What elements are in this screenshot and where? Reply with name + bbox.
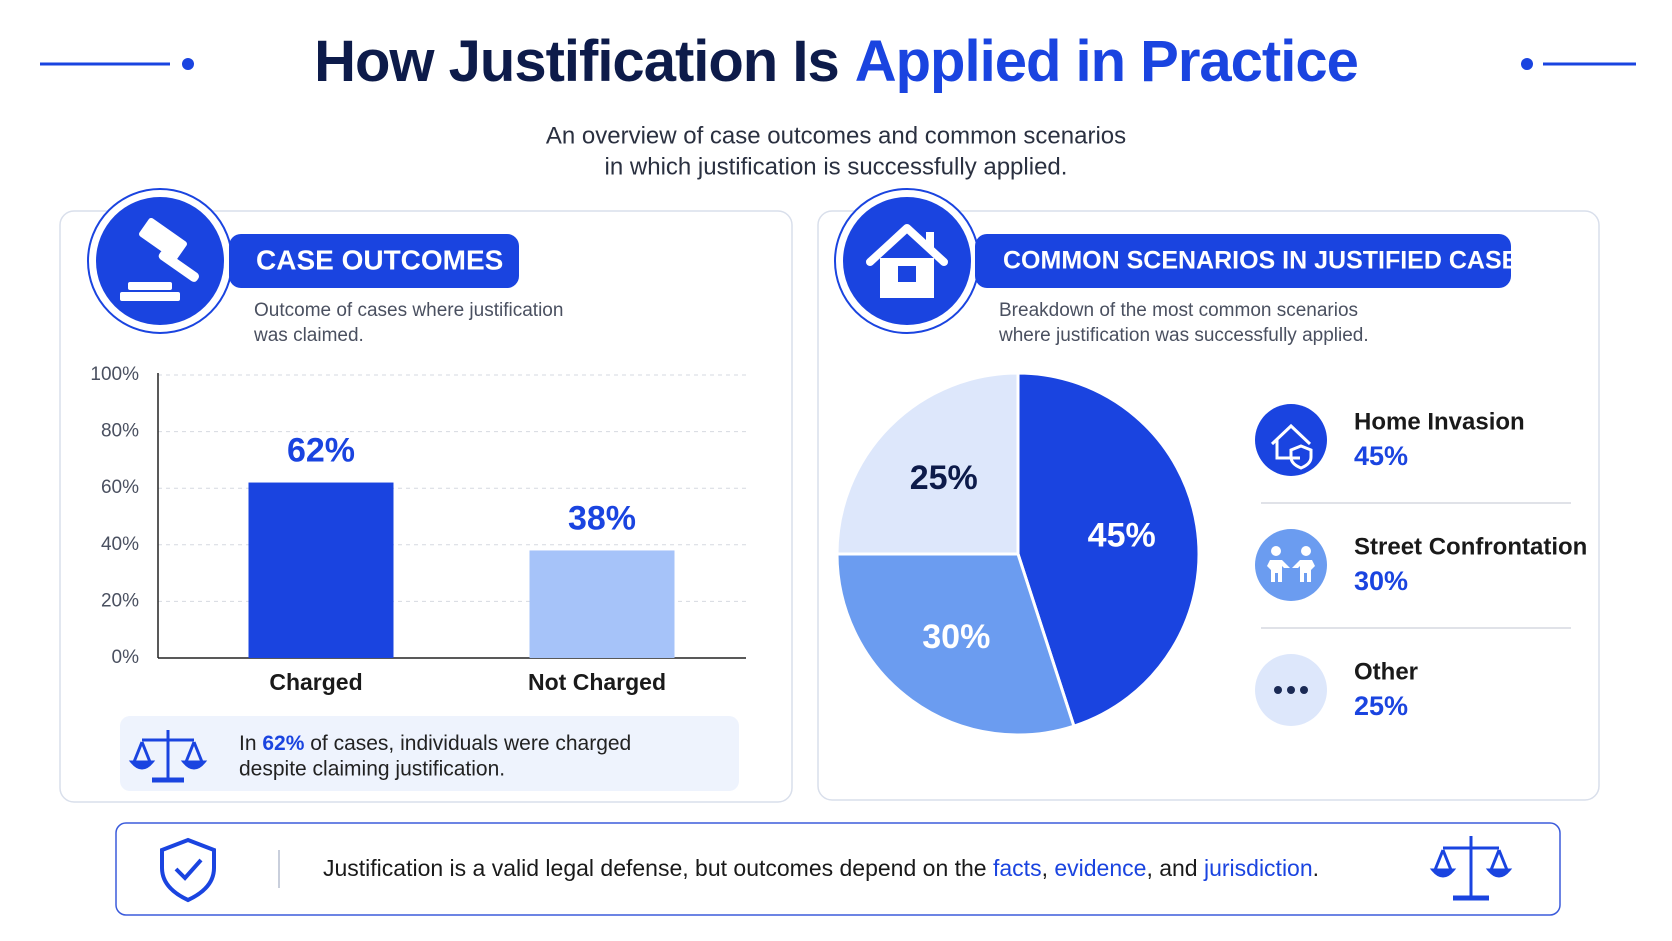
header-dot [1521, 58, 1533, 70]
legend-label: Street Confrontation [1354, 533, 1587, 560]
bar [529, 550, 675, 658]
bar-value-label: 38% [568, 499, 636, 537]
callout [120, 716, 739, 791]
pie-slice [1016, 371, 1201, 729]
footer-part: . [1313, 855, 1319, 881]
panel-title: COMMON SCENARIOS IN JUSTIFIED CASES [1003, 247, 1535, 275]
footer-part: , [1042, 855, 1055, 881]
y-tick-label: 0% [112, 647, 140, 668]
legend-value: 30% [1354, 566, 1408, 596]
fight-icon [1267, 546, 1315, 582]
x-tick-label: Charged [269, 669, 362, 695]
home-icon [1270, 423, 1313, 470]
legend-icon [1255, 404, 1327, 476]
page-subtitle: in which justification is successfully a… [605, 153, 1068, 180]
legend-value: 25% [1354, 691, 1408, 721]
footer-box [115, 822, 1561, 916]
title-part: Applied in Practice [855, 29, 1358, 94]
footer-part: Justification is a valid legal defense, … [323, 855, 993, 881]
bar [248, 482, 394, 658]
footer-part: , and [1146, 855, 1204, 881]
header-dot [182, 58, 194, 70]
slice-label: 30% [922, 618, 990, 656]
panel-subtitle: where justification was successfully app… [998, 325, 1369, 346]
title-pill [229, 234, 519, 288]
y-tick-label: 60% [101, 477, 139, 498]
title-part: How Justification Is [314, 29, 839, 94]
title-pill [975, 234, 1511, 288]
legend-icon [1255, 529, 1327, 601]
footer-highlight: facts [993, 855, 1042, 881]
bar-value-label: 62% [287, 432, 355, 470]
page-subtitle: An overview of case outcomes and common … [546, 122, 1126, 149]
pie-slice [835, 552, 1076, 737]
check-icon [174, 858, 203, 881]
legend-value: 45% [1354, 441, 1408, 471]
panel-title: CASE OUTCOMES [256, 244, 503, 275]
panel-subtitle: Breakdown of the most common scenarios [999, 300, 1358, 321]
callout-text: despite claiming justification. [239, 758, 505, 781]
callout-text: In 62% of cases, individuals were charge… [239, 732, 631, 755]
panel-subtitle: Outcome of cases where justification [254, 300, 563, 321]
icon-badge [96, 197, 224, 325]
pie-slice [835, 371, 1020, 556]
slice-label: 45% [1088, 517, 1156, 555]
house-icon [866, 224, 948, 298]
gavel-icon [120, 217, 199, 301]
footer-highlight: evidence [1054, 855, 1146, 881]
footer-text: Justification is a valid legal defense, … [323, 855, 1319, 881]
shield-icon [160, 837, 216, 903]
panel-subtitle: was claimed. [253, 325, 364, 346]
dots-icon [1274, 686, 1308, 694]
page-title: How Justification Is Applied in Practice [314, 29, 1358, 94]
legend-label: Other [1354, 658, 1418, 685]
legend-label: Home Invasion [1354, 408, 1525, 435]
scales-icon [128, 730, 208, 783]
callout-part: In [239, 732, 262, 755]
scales-icon [1429, 836, 1513, 901]
callout-part: of cases, individuals were charged [304, 732, 631, 755]
footer-highlight: jurisdiction [1203, 855, 1313, 881]
y-tick-label: 100% [90, 364, 139, 385]
x-tick-label: Not Charged [528, 669, 666, 695]
y-tick-label: 80% [101, 421, 139, 442]
callout-highlight: 62% [262, 732, 304, 755]
y-tick-label: 20% [101, 590, 139, 611]
slice-label: 25% [910, 459, 978, 497]
y-tick-label: 40% [101, 534, 139, 555]
